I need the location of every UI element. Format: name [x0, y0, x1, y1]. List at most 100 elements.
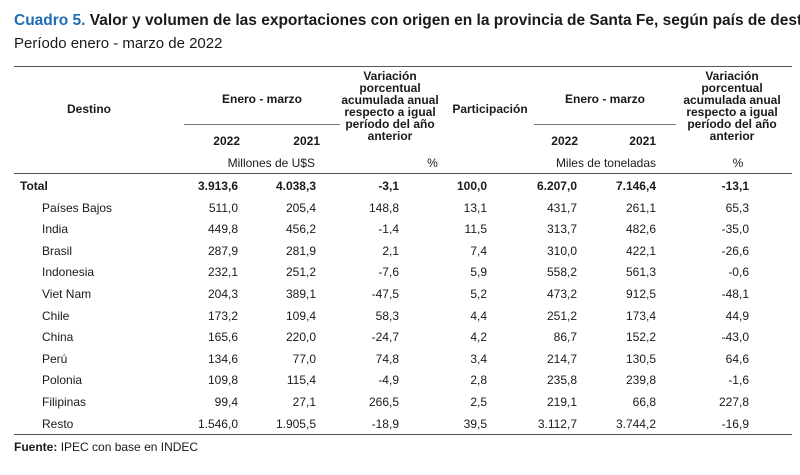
row-destino: Total — [20, 179, 48, 193]
cell-t2021: 66,8 — [632, 395, 656, 409]
cell-var-t: -16,9 — [721, 417, 749, 431]
cell-t2022: 431,7 — [546, 201, 577, 215]
cell-var-v: -7,6 — [378, 265, 399, 279]
cell-v2021: 109,4 — [285, 309, 316, 323]
cell-part: 2,8 — [470, 373, 487, 387]
header-year-2022-value: 2022 — [213, 134, 240, 148]
header-enero-marzo-volume: Enero - marzo — [564, 92, 645, 106]
cell-v2022: 99,4 — [214, 395, 238, 409]
cell-var-t: -48,1 — [721, 287, 749, 301]
cell-v2022: 3.913,6 — [197, 179, 238, 193]
cell-var-t: -35,0 — [721, 222, 749, 236]
cell-var-t: -43,0 — [721, 330, 749, 344]
table-bottom-rule — [14, 434, 792, 435]
cell-var-v: 266,5 — [368, 395, 399, 409]
cell-part: 5,2 — [470, 287, 487, 301]
cell-v2022: 287,9 — [207, 244, 238, 258]
cell-part: 39,5 — [463, 417, 487, 431]
top-rule — [14, 66, 792, 67]
unit-percent-volume: % — [732, 156, 744, 170]
header-variacion-value-line: acumulada anual — [341, 93, 439, 107]
cell-part: 11,5 — [464, 222, 487, 236]
row-destino: Resto — [42, 417, 74, 431]
cell-var-v: -18,9 — [371, 417, 399, 431]
header-variacion-volume-line: porcentual — [701, 81, 763, 95]
cell-v2022: 449,8 — [207, 222, 238, 236]
cell-t2021: 3.744,2 — [615, 417, 656, 431]
cell-v2021: 77,0 — [292, 352, 316, 366]
cell-v2022: 232,1 — [207, 265, 238, 279]
cell-t2021: 482,6 — [625, 222, 656, 236]
table-title-text: Valor y volumen de las exportaciones con… — [89, 12, 800, 29]
header-variacion-volume-line: anterior — [709, 129, 755, 143]
header-year-2022-volume: 2022 — [551, 134, 578, 148]
cell-t2022: 558,2 — [546, 265, 577, 279]
cell-t2022: 313,7 — [546, 222, 577, 236]
cell-t2021: 261,1 — [625, 201, 656, 215]
header-year-2021-volume: 2021 — [629, 134, 656, 148]
cell-v2021: 205,4 — [285, 201, 316, 215]
header-variacion-value-line: porcentual — [359, 81, 421, 95]
cell-v2021: 115,4 — [286, 373, 316, 387]
cell-var-v: 58,3 — [375, 309, 399, 323]
header-bottom-rule — [14, 173, 792, 174]
header-variacion-value-line: respecto a igual — [344, 105, 436, 119]
unit-volume: Miles de toneladas — [555, 156, 656, 170]
cell-v2021: 281,9 — [285, 244, 316, 258]
table-subtitle: Período enero - marzo de 2022 — [14, 35, 223, 52]
cell-t2022: 235,8 — [546, 373, 577, 387]
value-period-rule — [184, 124, 340, 125]
cell-v2021: 456,2 — [285, 222, 316, 236]
cell-var-v: 148,8 — [368, 201, 399, 215]
table-title: Cuadro 5. Valor y volumen de las exporta… — [14, 12, 800, 30]
cell-part: 2,5 — [470, 395, 487, 409]
cell-t2021: 912,5 — [625, 287, 656, 301]
row-destino: Chile — [42, 309, 70, 323]
cell-part: 4,2 — [470, 330, 487, 344]
cell-var-v: -3,1 — [378, 179, 399, 193]
cell-var-v: -47,5 — [371, 287, 399, 301]
cell-v2022: 109,8 — [207, 373, 238, 387]
source-label: Fuente: — [14, 440, 58, 454]
cell-t2022: 214,7 — [546, 352, 577, 366]
cell-v2022: 204,3 — [207, 287, 238, 301]
row-destino: China — [42, 330, 74, 344]
cell-var-t: -13,1 — [721, 179, 749, 193]
cell-v2021: 251,2 — [285, 265, 316, 279]
volume-period-rule — [534, 124, 676, 125]
table-number: Cuadro 5. — [14, 12, 86, 29]
row-destino: Polonia — [42, 373, 83, 387]
header-variacion-volume-line: Variación — [705, 69, 759, 83]
header-destino: Destino — [66, 102, 111, 116]
cell-part: 7,4 — [470, 244, 487, 258]
row-destino: Viet Nam — [42, 287, 92, 301]
row-destino: Perú — [42, 352, 68, 366]
cell-v2021: 4.038,3 — [275, 179, 316, 193]
cell-t2021: 173,4 — [625, 309, 656, 323]
source-note: Fuente: IPEC con base en INDEC — [14, 440, 198, 454]
cell-var-t: -0,6 — [728, 265, 749, 279]
header-year-2021-value: 2021 — [293, 134, 320, 148]
cell-t2022: 473,2 — [546, 287, 577, 301]
row-destino: Filipinas — [42, 395, 87, 409]
cell-var-t: -26,6 — [721, 244, 749, 258]
cell-part: 5,9 — [470, 265, 487, 279]
header-variacion-value-line: Variación — [363, 69, 417, 83]
cell-v2021: 220,0 — [285, 330, 316, 344]
header-variacion-volume-line: período del año — [687, 117, 777, 131]
cell-var-v: 2,1 — [382, 244, 399, 258]
cell-v2022: 173,2 — [207, 309, 238, 323]
cell-var-v: -24,7 — [371, 330, 399, 344]
cell-var-v: -4,9 — [378, 373, 399, 387]
cell-var-t: 227,8 — [718, 395, 749, 409]
cell-var-v: 74,8 — [375, 352, 399, 366]
cell-v2021: 389,1 — [285, 287, 316, 301]
cell-t2022: 86,7 — [553, 330, 577, 344]
cell-t2021: 561,3 — [625, 265, 656, 279]
header-variacion-value-line: período del año — [345, 117, 435, 131]
cell-v2021: 27,1 — [292, 395, 316, 409]
unit-percent-value: % — [427, 156, 438, 170]
cell-t2022: 251,2 — [546, 309, 577, 323]
cell-var-v: -1,4 — [378, 222, 399, 236]
header-variacion-value-line: anterior — [367, 129, 413, 143]
